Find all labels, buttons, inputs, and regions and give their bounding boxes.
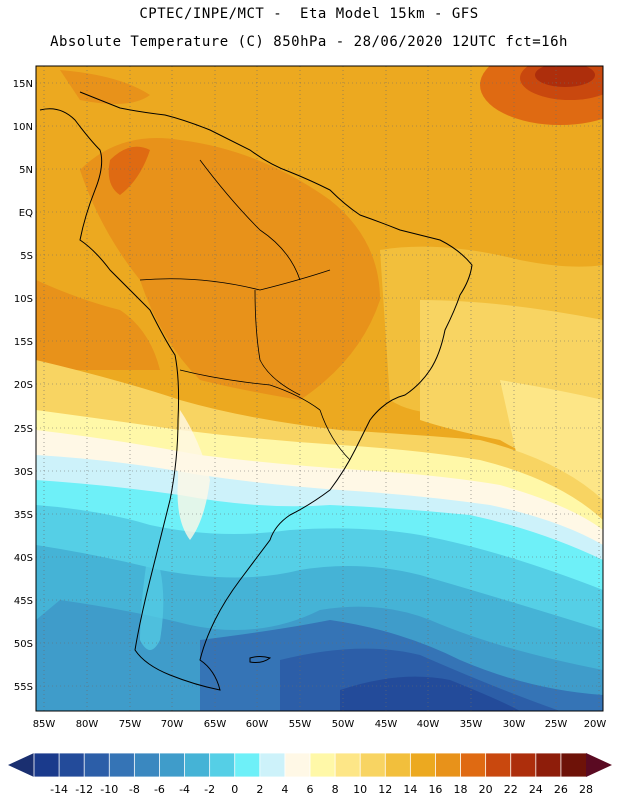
lat-label: 30S xyxy=(14,467,33,478)
lon-label: 75W xyxy=(119,719,142,730)
grid-lines xyxy=(36,66,603,711)
colorbar-label: 4 xyxy=(281,783,288,796)
colorbar-label: -4 xyxy=(179,783,190,796)
temperature-map: 15N 10N 5N EQ 5S 10S 15S 20S 25S 30S 35S… xyxy=(13,65,607,730)
lon-label: 65W xyxy=(204,719,227,730)
lat-label: 15N xyxy=(13,79,33,90)
colorbar-label: 20 xyxy=(479,783,493,796)
title-line-2: Absolute Temperature (C) 850hPa - 28/06/… xyxy=(50,34,568,50)
lon-label: 85W xyxy=(33,719,56,730)
lat-label: 40S xyxy=(14,553,33,564)
lon-label: 60W xyxy=(246,719,269,730)
lon-label: 35W xyxy=(460,719,483,730)
lon-label: 55W xyxy=(289,719,312,730)
colorbar-label: 10 xyxy=(353,783,367,796)
lat-label: 5S xyxy=(20,251,33,262)
lon-label: 50W xyxy=(332,719,355,730)
lat-label: 55S xyxy=(14,682,33,693)
colorbar-label: 18 xyxy=(454,783,468,796)
lat-label: 45S xyxy=(14,596,33,607)
colorbar-label: 14 xyxy=(403,783,417,796)
colorbar-label: -10 xyxy=(100,783,118,796)
latitude-labels: 15N 10N 5N EQ 5S 10S 15S 20S 25S 30S 35S… xyxy=(13,79,33,693)
lon-label: 80W xyxy=(76,719,99,730)
map-frame xyxy=(35,65,604,712)
lat-label: 5N xyxy=(19,165,33,176)
lon-label: 25W xyxy=(545,719,568,730)
colorbar-label: -6 xyxy=(154,783,165,796)
colorbar-label: 12 xyxy=(378,783,392,796)
lon-label: 70W xyxy=(161,719,184,730)
lat-label: 35S xyxy=(14,510,33,521)
colorbar-label: 6 xyxy=(307,783,314,796)
longitude-labels: 85W 80W 75W 70W 65W 60W 55W 50W 45W 40W … xyxy=(33,719,607,730)
title-line-1: CPTEC/INPE/MCT - Eta Model 15km - GFS xyxy=(139,6,479,22)
colorbar-label: 28 xyxy=(579,783,593,796)
coastline xyxy=(39,91,473,691)
colorbar-labels: -14 -12 -10 -8 -6 -4 -2 0 2 4 6 8 10 12 14 16 18 20 22 24 26… xyxy=(50,783,593,796)
temperature-field xyxy=(36,66,603,711)
lon-label: 30W xyxy=(503,719,526,730)
colorbar-label: 22 xyxy=(504,783,518,796)
lat-label: 50S xyxy=(14,639,33,650)
lon-label: 40W xyxy=(417,719,440,730)
colorbar-label: -2 xyxy=(204,783,215,796)
colorbar-label: 24 xyxy=(529,783,543,796)
colorbar-label: 26 xyxy=(554,783,568,796)
lon-label: 20W xyxy=(584,719,607,730)
lat-label: 10S xyxy=(14,294,33,305)
colorbar-label: 2 xyxy=(256,783,263,796)
colorbar-label: 16 xyxy=(428,783,442,796)
lat-label: 20S xyxy=(14,380,33,391)
colorbar-label: -8 xyxy=(129,783,140,796)
colorbar-label: -12 xyxy=(75,783,93,796)
lon-label: 45W xyxy=(375,719,398,730)
lat-label: EQ xyxy=(19,208,33,219)
lat-label: 15S xyxy=(14,337,33,348)
colorbar-label: 0 xyxy=(231,783,238,796)
lat-label: 25S xyxy=(14,424,33,435)
lat-label: 10N xyxy=(13,122,33,133)
colorbar-label: -14 xyxy=(50,783,68,796)
colorbar-label: 8 xyxy=(332,783,339,796)
